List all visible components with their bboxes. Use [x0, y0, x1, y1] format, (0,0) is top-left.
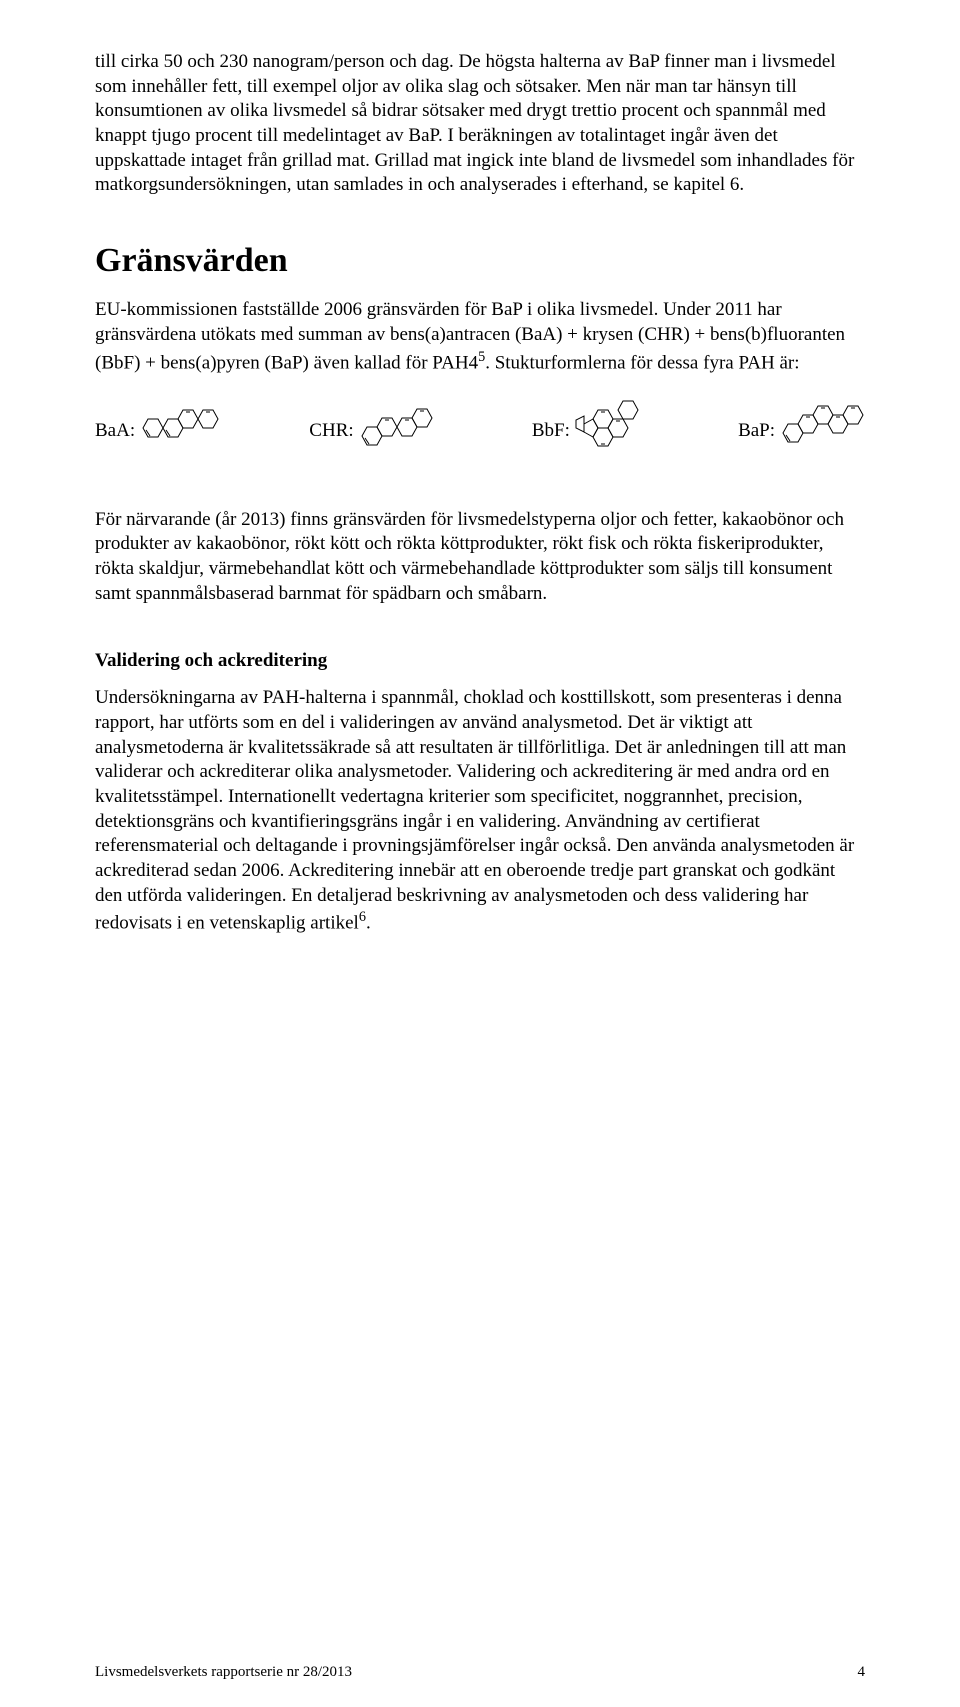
molecule-chr-icon	[358, 406, 446, 456]
paragraph-2-text-b: . Stukturformlerna för dessa fyra PAH är…	[485, 352, 799, 373]
section-title-gransvarden: Gränsvärden	[95, 242, 865, 280]
molecule-structures-row: BaA:	[95, 400, 865, 462]
paragraph-2: EU-kommissionen fastställde 2006 gränsvä…	[95, 298, 865, 375]
molecule-bap-label: BaP:	[738, 420, 775, 442]
page-footer: Livsmedelsverkets rapportserie nr 28/201…	[95, 1664, 865, 1681]
molecule-bap-icon	[779, 403, 865, 459]
molecule-bbf-label: BbF:	[532, 420, 570, 442]
paragraph-4-text-a: Undersökningarna av PAH-halterna i spann…	[95, 687, 854, 934]
molecule-bap-group: BaP:	[738, 403, 865, 459]
paragraph-4-text-b: .	[366, 913, 371, 934]
paragraph-3-block: För närvarande (år 2013) finns gränsvärd…	[95, 508, 865, 607]
molecule-baa-icon	[139, 408, 223, 454]
footer-page-number: 4	[858, 1664, 866, 1681]
paragraph-4: Undersökningarna av PAH-halterna i spann…	[95, 686, 865, 936]
footnote-ref-6: 6	[359, 909, 366, 925]
molecule-bbf-icon	[574, 400, 652, 462]
molecule-baa-label: BaA:	[95, 420, 135, 442]
document-page: till cirka 50 och 230 nanogram/person oc…	[0, 0, 960, 1707]
paragraph-3: För närvarande (år 2013) finns gränsvärd…	[95, 508, 865, 607]
intro-paragraph-block: till cirka 50 och 230 nanogram/person oc…	[95, 50, 865, 198]
molecule-chr-group: CHR:	[309, 406, 445, 456]
paragraph-1: till cirka 50 och 230 nanogram/person oc…	[95, 50, 865, 198]
molecule-chr-label: CHR:	[309, 420, 353, 442]
molecule-bbf-group: BbF:	[532, 400, 652, 462]
molecule-baa-group: BaA:	[95, 408, 223, 454]
subsection-title-validering: Validering och ackreditering	[95, 650, 865, 672]
footer-series-text: Livsmedelsverkets rapportserie nr 28/201…	[95, 1664, 352, 1681]
